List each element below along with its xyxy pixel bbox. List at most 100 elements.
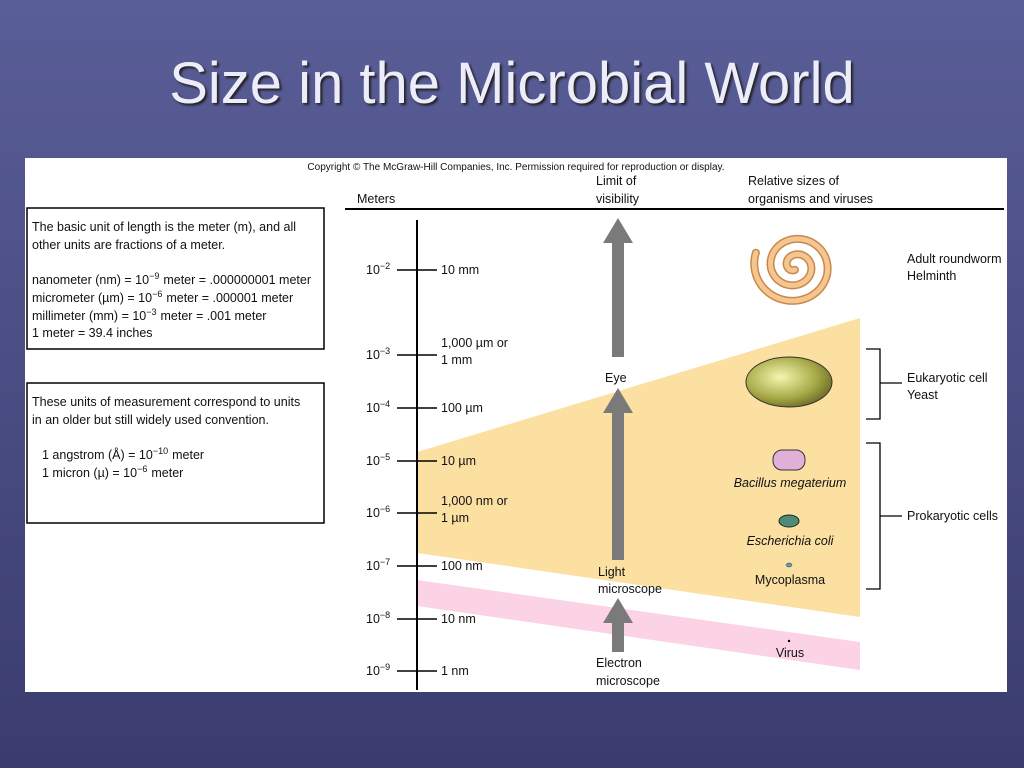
unit-exp: −9: [149, 271, 159, 281]
unit-line: 1 micron (µ) = 10−6 meter: [42, 464, 183, 480]
header-visibility: visibility: [596, 192, 640, 206]
unit-line: 1 angstrom (Å) = 10−10 meter: [42, 446, 204, 462]
header-visibility: Limit of: [596, 174, 637, 188]
scale-label: 1,000 µm or: [441, 336, 508, 350]
scale-label: 100 µm: [441, 401, 483, 415]
scale-exponent: 10−4: [366, 399, 390, 415]
box-text: other units are fractions of a meter.: [32, 238, 225, 252]
exp-base: 10: [366, 454, 380, 468]
unit-line: nanometer (nm) = 10−9 meter = .000000001 …: [32, 271, 311, 287]
exp-base: 10: [366, 263, 380, 277]
unit-line: micrometer (µm) = 10−6 meter = .000001 me…: [32, 289, 293, 305]
header-meters: Meters: [357, 192, 395, 206]
scale-label: 1 µm: [441, 511, 469, 525]
electron-range: [417, 580, 860, 670]
instrument-label: Light: [598, 565, 626, 579]
exp-power: −3: [380, 346, 390, 356]
arrow-head: [603, 218, 633, 243]
scale-exponent: 10−8: [366, 610, 390, 626]
organism-label: Adult roundworm: [907, 252, 1002, 266]
unit-base: 1 micron (µ) = 10: [42, 466, 137, 480]
unit-rest: meter = .000000001 meter: [163, 273, 311, 287]
organism-label: Yeast: [907, 388, 938, 402]
scale-exponent: 10−6: [366, 504, 390, 520]
scale-label: 1 mm: [441, 353, 472, 367]
info-box: [26, 382, 325, 524]
arrow-shaft: [612, 620, 624, 652]
spiral-body: [751, 236, 831, 304]
organism-label: Prokaryotic cells: [907, 509, 998, 523]
arrows: [603, 218, 633, 652]
bracket: [866, 442, 902, 590]
organism-label: Escherichia coli: [747, 534, 835, 548]
organism-label: Virus: [776, 646, 804, 660]
unit-exp: −10: [153, 446, 168, 456]
scale-exponent: 10−9: [366, 662, 390, 678]
light-range: [417, 318, 860, 617]
unit-base: millimeter (mm) = 10: [32, 309, 146, 323]
exp-base: 10: [366, 559, 380, 573]
scale-label: 100 nm: [441, 559, 483, 573]
scale-label: 10 µm: [441, 454, 476, 468]
unit-exp: −6: [137, 464, 147, 474]
arrow-head: [603, 598, 633, 623]
exp-power: −7: [380, 557, 390, 567]
organism-label: Mycoplasma: [755, 573, 825, 587]
header-organisms: Relative sizes of: [748, 174, 840, 188]
ecoli-icon: [778, 514, 800, 528]
unit-line: millimeter (mm) = 10−3 meter = .001 meter: [32, 307, 266, 323]
slide-title: Size in the Microbial World: [169, 51, 855, 116]
mycoplasma-icon: [785, 562, 793, 568]
arrow-head: [603, 388, 633, 413]
box-text: in an older but still widely used conven…: [32, 413, 269, 427]
unit-base: micrometer (µm) = 10: [32, 291, 152, 305]
unit-exp: −6: [152, 289, 162, 299]
instrument-label: Electron: [596, 656, 642, 670]
scale-exponent: 10−3: [366, 346, 390, 362]
organism-label: Helminth: [907, 269, 956, 283]
unit-base: 1 angstrom (Å) = 10: [42, 447, 153, 462]
exp-base: 10: [366, 612, 380, 626]
copyright: Copyright © The McGraw-Hill Companies, I…: [307, 162, 724, 173]
exp-power: −6: [380, 504, 390, 514]
box-text: These units of measurement correspond to…: [32, 395, 300, 409]
unit-exp: −3: [146, 307, 156, 317]
unit-rest: meter = .000001 meter: [166, 291, 293, 305]
arrow-shaft: [612, 240, 624, 357]
scale-label: 10 mm: [441, 263, 479, 277]
info-box: [26, 207, 325, 350]
exp-power: −5: [380, 452, 390, 462]
exp-power: −4: [380, 399, 390, 409]
exp-base: 10: [366, 401, 380, 415]
bacillus-icon: [772, 449, 806, 471]
organism-label: Bacillus megaterium: [734, 476, 847, 490]
roundworm-icon: [750, 234, 832, 305]
scale-exponent: 10−7: [366, 557, 390, 573]
scale-label: 1,000 nm or: [441, 494, 508, 508]
organism-label: Eukaryotic cell: [907, 371, 988, 385]
unit-rest: meter: [151, 466, 183, 480]
scale-exponent: 10−5: [366, 452, 390, 468]
unit-base: nanometer (nm) = 10: [32, 273, 149, 287]
box-text: The basic unit of length is the meter (m…: [32, 220, 296, 234]
arrow-shaft: [612, 410, 624, 560]
instrument-label: microscope: [598, 582, 662, 596]
exp-power: −9: [380, 662, 390, 672]
yeast-icon: [745, 356, 833, 408]
exp-base: 10: [366, 348, 380, 362]
exp-base: 10: [366, 664, 380, 678]
instrument-label: Eye: [605, 371, 627, 385]
scale-exponent: 10−2: [366, 261, 390, 277]
box-text: 1 meter = 39.4 inches: [32, 326, 153, 340]
unit-rest: meter: [172, 448, 204, 462]
exp-power: −2: [380, 261, 390, 271]
exp-base: 10: [366, 506, 380, 520]
instrument-label: microscope: [596, 674, 660, 688]
header-organisms: organisms and viruses: [748, 192, 873, 206]
scale-label: 10 nm: [441, 612, 476, 626]
bracket: [866, 348, 902, 420]
unit-rest: meter = .001 meter: [161, 309, 267, 323]
exp-power: −8: [380, 610, 390, 620]
